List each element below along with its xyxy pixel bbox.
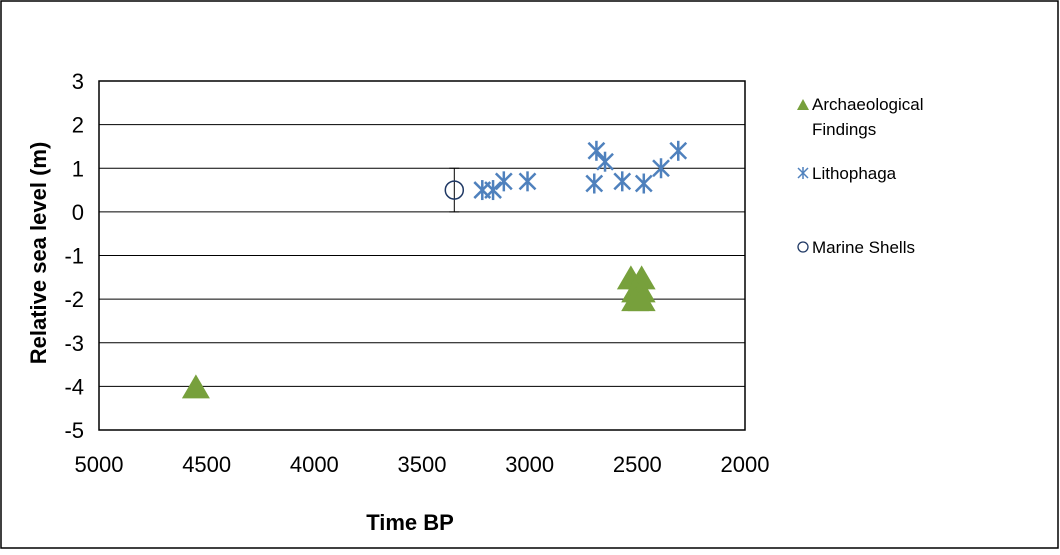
legend-label-archaeological-line2: Findings bbox=[812, 120, 876, 139]
lithophaga-point bbox=[494, 171, 513, 192]
lithophaga-point bbox=[587, 140, 606, 161]
x-tick-label: 3000 bbox=[505, 452, 554, 477]
legend-entry-archaeological: Archaeological Findings bbox=[797, 95, 924, 139]
lithophaga-point bbox=[634, 173, 653, 194]
y-tick-label: 3 bbox=[72, 69, 84, 94]
x-axis-ticks: 5000 4500 4000 3500 3000 2500 2000 bbox=[75, 452, 770, 477]
legend-label-marine-shells: Marine Shells bbox=[812, 238, 915, 257]
x-tick-label: 2000 bbox=[721, 452, 770, 477]
lithophaga-point bbox=[613, 171, 632, 192]
y-tick-label: 0 bbox=[72, 200, 84, 225]
y-tick-label: 1 bbox=[72, 156, 84, 181]
data-points bbox=[181, 140, 688, 399]
x-axis-title: Time BP bbox=[366, 510, 454, 535]
x-tick-label: 2500 bbox=[613, 452, 662, 477]
x-tick-label: 5000 bbox=[75, 452, 124, 477]
archaeological-finding-point bbox=[627, 287, 656, 312]
x-tick-label: 3500 bbox=[398, 452, 447, 477]
legend-label-lithophaga: Lithophaga bbox=[812, 164, 897, 183]
legend-entry-marine-shells: Marine Shells bbox=[797, 238, 915, 257]
archaeological-finding-point bbox=[181, 374, 210, 399]
legend-triangle-marker bbox=[797, 99, 809, 110]
x-tick-label: 4500 bbox=[182, 452, 231, 477]
marine-shell-point bbox=[444, 180, 465, 200]
lithophaga-point bbox=[585, 173, 604, 194]
y-tick-label: -4 bbox=[64, 374, 84, 399]
legend-asterisk-marker bbox=[797, 167, 809, 179]
legend: Archaeological Findings Lithophaga Marin… bbox=[797, 95, 924, 257]
lithophaga-point bbox=[518, 171, 537, 192]
legend-entry-lithophaga: Lithophaga bbox=[797, 164, 897, 183]
y-tick-label: -3 bbox=[64, 331, 84, 356]
lithophaga-point bbox=[652, 158, 670, 179]
y-tick-label: 2 bbox=[72, 113, 84, 138]
x-tick-label: 4000 bbox=[290, 452, 339, 477]
plot-area bbox=[98, 80, 746, 431]
y-axis-title: Relative sea level (m) bbox=[26, 142, 51, 365]
y-tick-label: -1 bbox=[64, 244, 84, 269]
lithophaga-point bbox=[484, 180, 502, 201]
lithophaga-point bbox=[596, 151, 614, 172]
legend-circle-marker bbox=[797, 241, 809, 253]
legend-label-archaeological-line1: Archaeological bbox=[812, 95, 924, 114]
y-tick-label: -5 bbox=[64, 418, 84, 443]
y-tick-label: -2 bbox=[64, 287, 84, 312]
y-axis-ticks: 3 2 1 0 -1 -2 -3 -4 -5 bbox=[64, 69, 84, 443]
lithophaga-point bbox=[669, 140, 688, 161]
